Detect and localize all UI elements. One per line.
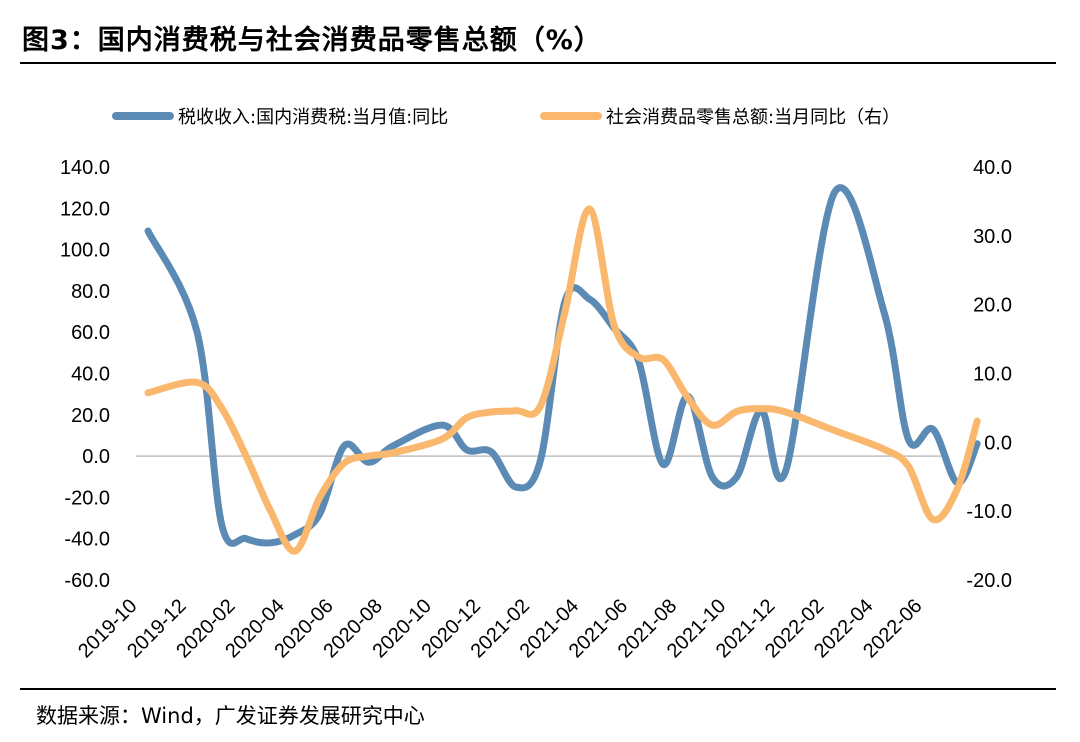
left-axis-tick-label: -40.0 <box>64 529 110 551</box>
legend: 税收收入:国内消费税:当月值:同比 社会消费品零售总额:当月同比（右） <box>112 107 900 128</box>
right-axis-tick-label: 10.0 <box>973 364 1012 386</box>
series-line-consumption-tax <box>144 184 981 547</box>
left-axis-tick-label: 140.0 <box>60 157 110 179</box>
left-axis-ticks: 140.0 120.0 100.0 80.0 60.0 40.0 20.0 0.0 -20.0 -… <box>60 157 110 592</box>
right-axis-tick-label: 20.0 <box>973 295 1012 317</box>
chart-title: 图3：国内消费税与社会消费品零售总额（%） <box>22 25 602 56</box>
right-axis-tick-label: -20.0 <box>966 570 1012 592</box>
left-axis-tick-label: 60.0 <box>71 322 110 344</box>
left-axis-tick-label: -20.0 <box>64 487 110 509</box>
right-axis-tick-label: 40.0 <box>973 157 1012 179</box>
left-axis-tick-label: 20.0 <box>71 405 110 427</box>
left-axis-tick-label: -60.0 <box>64 570 110 592</box>
bottom-rule <box>20 688 1056 690</box>
left-axis-tick-label: 80.0 <box>71 281 110 303</box>
right-axis-tick-label: 0.0 <box>984 432 1012 454</box>
legend-label: 税收收入:国内消费税:当月值:同比 <box>178 107 448 128</box>
left-axis-tick-label: 0.0 <box>82 446 110 468</box>
right-axis-tick-label: -10.0 <box>966 501 1012 523</box>
legend-label: 社会消费品零售总额:当月同比（右） <box>606 107 900 128</box>
series-lines <box>144 184 981 555</box>
left-axis-tick-label: 120.0 <box>60 198 110 220</box>
right-axis-ticks: 40.0 30.0 20.0 10.0 0.0 -10.0 -20.0 <box>966 157 1012 592</box>
source-note: 数据来源：Wind，广发证券发展研究中心 <box>36 704 425 728</box>
x-axis-ticks: 2019-102019-122020-022020-042020-062020-… <box>74 595 926 662</box>
left-axis-tick-label: 100.0 <box>60 240 110 262</box>
series-line-retail-sales <box>144 205 981 555</box>
left-axis-tick-label: 40.0 <box>71 364 110 386</box>
right-axis-tick-label: 30.0 <box>973 226 1012 248</box>
top-rule <box>20 62 1056 64</box>
